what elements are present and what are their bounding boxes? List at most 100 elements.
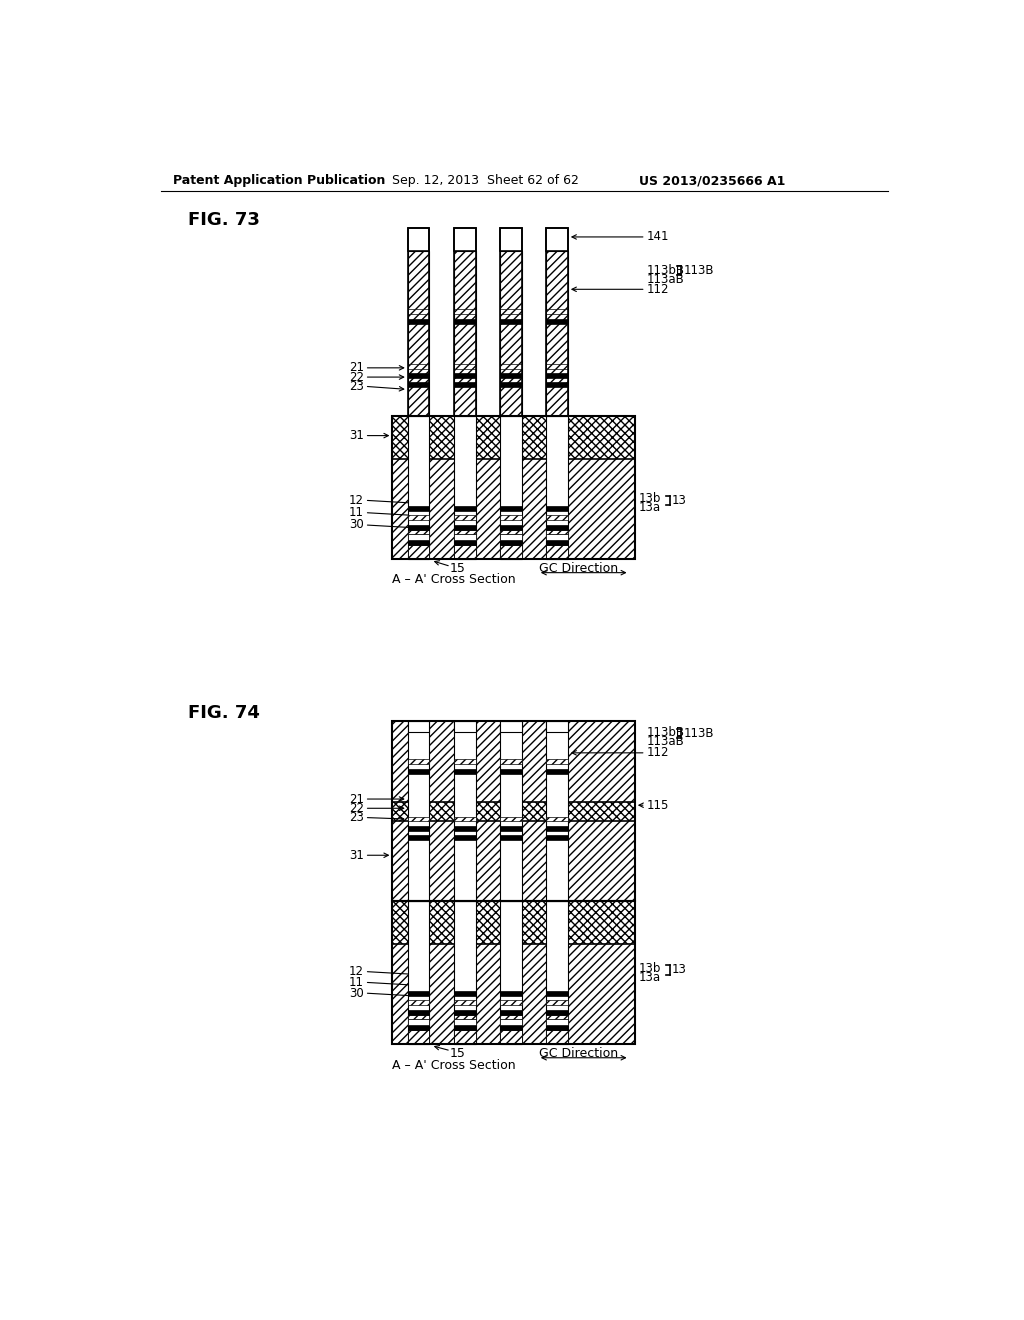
Bar <box>547 1019 568 1026</box>
Bar <box>454 902 475 1044</box>
Text: Sep. 12, 2013  Sheet 62 of 62: Sep. 12, 2013 Sheet 62 of 62 <box>392 174 580 187</box>
Bar <box>547 506 568 511</box>
Bar <box>408 506 429 511</box>
Bar <box>454 529 475 535</box>
Bar <box>547 318 568 323</box>
Bar <box>547 515 568 520</box>
Bar <box>454 416 475 558</box>
Text: GC Direction: GC Direction <box>539 561 617 574</box>
Bar <box>392 902 635 1044</box>
Bar <box>500 826 521 830</box>
Bar <box>454 1010 475 1015</box>
Bar <box>454 826 475 830</box>
Bar <box>500 1001 521 1006</box>
Bar <box>454 1019 475 1026</box>
Bar <box>454 1001 475 1006</box>
Bar <box>408 545 429 558</box>
Bar <box>454 770 475 775</box>
Bar <box>547 525 568 529</box>
Text: 22: 22 <box>349 371 364 384</box>
Bar <box>408 836 429 840</box>
Bar <box>408 529 429 535</box>
Bar <box>454 1030 475 1044</box>
Bar <box>408 364 429 368</box>
Bar <box>408 1030 429 1044</box>
Text: 112: 112 <box>646 746 669 759</box>
Bar <box>500 836 521 840</box>
Bar <box>547 721 568 733</box>
Bar <box>547 1015 568 1019</box>
Bar <box>500 1030 521 1044</box>
Bar <box>547 535 568 540</box>
Bar <box>454 1015 475 1019</box>
Bar <box>500 759 521 764</box>
Text: FIG. 74: FIG. 74 <box>188 704 260 722</box>
Text: A – A' Cross Section: A – A' Cross Section <box>392 573 516 586</box>
Bar <box>408 721 429 902</box>
Bar <box>454 540 475 545</box>
Bar <box>500 506 521 511</box>
Text: Patent Application Publication: Patent Application Publication <box>173 174 385 187</box>
Bar <box>500 721 521 733</box>
Bar <box>408 251 429 416</box>
Bar <box>454 545 475 558</box>
Bar <box>454 991 475 997</box>
Bar <box>547 383 568 387</box>
Bar <box>500 383 521 387</box>
Text: 15: 15 <box>450 561 466 574</box>
Text: 12: 12 <box>349 494 364 507</box>
Text: 13a: 13a <box>639 502 660 515</box>
Bar <box>408 535 429 540</box>
Bar <box>454 318 475 323</box>
Bar <box>547 364 568 368</box>
Text: US 2013/0235666 A1: US 2013/0235666 A1 <box>639 174 785 187</box>
Bar <box>408 525 429 529</box>
Bar <box>500 1015 521 1019</box>
Bar <box>454 721 475 902</box>
Bar <box>547 374 568 378</box>
Text: 113B: 113B <box>683 264 714 277</box>
Bar <box>547 529 568 535</box>
Bar <box>454 721 475 733</box>
Bar <box>408 309 429 314</box>
Text: 13b: 13b <box>639 492 662 506</box>
Text: 21: 21 <box>349 362 364 375</box>
Bar <box>547 228 568 416</box>
Bar <box>500 515 521 520</box>
Bar <box>500 364 521 368</box>
Bar <box>454 309 475 314</box>
Bar <box>500 228 521 416</box>
Bar <box>547 826 568 830</box>
Text: 31: 31 <box>349 849 364 862</box>
Text: 23: 23 <box>349 810 364 824</box>
Bar <box>547 309 568 314</box>
Text: 113B: 113B <box>683 727 714 741</box>
Bar <box>547 416 568 558</box>
Text: 112: 112 <box>646 282 669 296</box>
Text: 30: 30 <box>349 986 364 999</box>
Bar <box>547 1030 568 1044</box>
Text: 15: 15 <box>450 1047 466 1060</box>
Bar <box>547 817 568 821</box>
Text: 12: 12 <box>349 965 364 978</box>
Bar <box>500 991 521 997</box>
Bar <box>408 383 429 387</box>
Bar <box>500 318 521 323</box>
Bar <box>500 817 521 821</box>
Text: 31: 31 <box>349 429 364 442</box>
Bar <box>408 1010 429 1015</box>
Bar <box>454 836 475 840</box>
Bar <box>454 364 475 368</box>
Bar <box>454 1026 475 1030</box>
Bar <box>408 826 429 830</box>
Bar <box>500 251 521 416</box>
Bar <box>408 721 429 733</box>
Bar <box>408 416 429 558</box>
Bar <box>408 318 429 323</box>
Bar <box>500 721 521 902</box>
Bar <box>500 228 521 251</box>
Bar <box>408 902 429 1044</box>
Text: FIG. 73: FIG. 73 <box>188 211 260 228</box>
Bar <box>547 1010 568 1015</box>
Bar <box>408 374 429 378</box>
